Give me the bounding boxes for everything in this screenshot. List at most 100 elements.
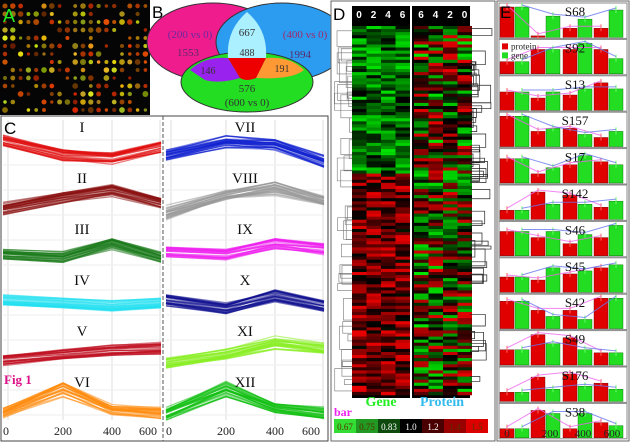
heatmap-cell [414, 90, 429, 94]
microarray-spot [49, 60, 54, 64]
microarray-spot [26, 75, 31, 81]
heatmap-cell [366, 336, 381, 340]
heatmap-cell [352, 256, 367, 260]
cluster-line [2, 139, 162, 160]
heatmap-cell [443, 373, 458, 377]
heatmap-cell [352, 47, 367, 51]
heatmap-cell [381, 391, 396, 396]
x-tick-label: 0 [3, 424, 9, 438]
heatmap-cell [428, 296, 443, 300]
heatmap-cell [414, 321, 429, 325]
heatmap-cell [414, 367, 429, 371]
heatmap-cell [366, 222, 381, 227]
heatmap-cell [381, 235, 396, 239]
microarray-spot [112, 19, 117, 25]
heatmap-cell [443, 376, 458, 380]
heatmap-cell [414, 318, 429, 322]
heatmap-cell [352, 241, 367, 245]
heatmap-cell [381, 164, 396, 168]
cluster-line [165, 388, 325, 419]
heatmap-cell [395, 388, 410, 393]
gene-column-label: 4 [385, 10, 391, 21]
heatmap-cell [414, 324, 429, 328]
heatmap-cell [352, 222, 367, 227]
heatmap-cell [457, 66, 472, 70]
heatmap-cell [366, 50, 381, 54]
heatmap-cell [414, 26, 429, 30]
heatmap-cell [366, 333, 381, 337]
heatmap-cell [381, 382, 396, 387]
heatmap-cell [366, 102, 381, 107]
heatmap-cell [443, 207, 458, 211]
heatmap-cell [395, 336, 410, 340]
heatmap-cell [428, 247, 443, 251]
dendrogram-branch [470, 74, 480, 91]
heatmap-cell [352, 259, 367, 264]
heatmap-cell [457, 149, 472, 153]
heatmap-cell [414, 136, 429, 141]
microarray-spot [72, 99, 78, 105]
heatmap-cell [457, 56, 472, 61]
heatmap-cell [428, 235, 443, 239]
heatmap-cell [443, 293, 458, 297]
heatmap-cell [457, 167, 472, 171]
heatmap-cell [381, 358, 396, 362]
cluster-line [2, 192, 162, 213]
bar-chart-S157: S157 [498, 111, 628, 149]
heatmap-cell [366, 93, 381, 98]
heatmap-cell [366, 56, 381, 61]
heatmap-cell [457, 201, 472, 205]
heatmap-cell [381, 204, 396, 208]
heatmap-cell [457, 78, 472, 82]
heatmap-cell [428, 259, 443, 264]
heatmap-cell [366, 373, 381, 377]
heatmap-cell [457, 330, 472, 334]
heatmap-cell [414, 99, 429, 104]
protein-legend-label: protein [511, 41, 537, 51]
heatmap-cell [457, 69, 472, 73]
heatmap-cell [457, 238, 472, 242]
heatmap-cell [443, 130, 458, 134]
heatmap-cell [395, 93, 410, 98]
heatmap-cell [395, 250, 410, 254]
heatmap-cell [381, 121, 396, 125]
heatmap-cell [366, 198, 381, 202]
heatmap-cell [443, 345, 458, 350]
heatmap-cell [366, 84, 381, 88]
gene-bar [608, 264, 624, 293]
heatmap-cell [414, 256, 429, 260]
heatmap-cell [352, 29, 367, 33]
microarray-spot [142, 91, 149, 97]
microarray-spot [119, 67, 125, 73]
heatmap-cell [381, 139, 396, 144]
microarray-spot [112, 107, 117, 113]
dendrogram-branch [470, 189, 491, 200]
heatmap-cell [366, 53, 381, 58]
heatmap-cell [395, 164, 410, 168]
heatmap-cell [414, 376, 429, 380]
heatmap-cell [395, 133, 410, 137]
heatmap-cell [443, 219, 458, 224]
heatmap-cell [381, 293, 396, 297]
heatmap-cell [414, 370, 429, 374]
panel-label-c: C [4, 119, 16, 138]
heatmap-cell [381, 90, 396, 94]
heatmap-cell [457, 244, 472, 248]
heatmap-cell [352, 198, 367, 202]
heatmap-cell [414, 312, 429, 316]
protein-column-label: 2 [447, 10, 453, 21]
heatmap-cell [428, 275, 443, 279]
heatmap-cell [443, 253, 458, 257]
heatmap-cell [381, 124, 396, 128]
heatmap-cell [366, 305, 381, 310]
heatmap-cell [428, 312, 443, 316]
cluster-I: I [2, 120, 162, 165]
heatmap-cell [443, 139, 458, 144]
heatmap-cell [395, 118, 410, 122]
heatmap-cell [381, 287, 396, 291]
heatmap-cell [381, 179, 396, 184]
heatmap-cell [366, 32, 381, 36]
heatmap-cell [428, 364, 443, 368]
heatmap-cell [414, 253, 429, 257]
gene-bar [545, 343, 561, 366]
